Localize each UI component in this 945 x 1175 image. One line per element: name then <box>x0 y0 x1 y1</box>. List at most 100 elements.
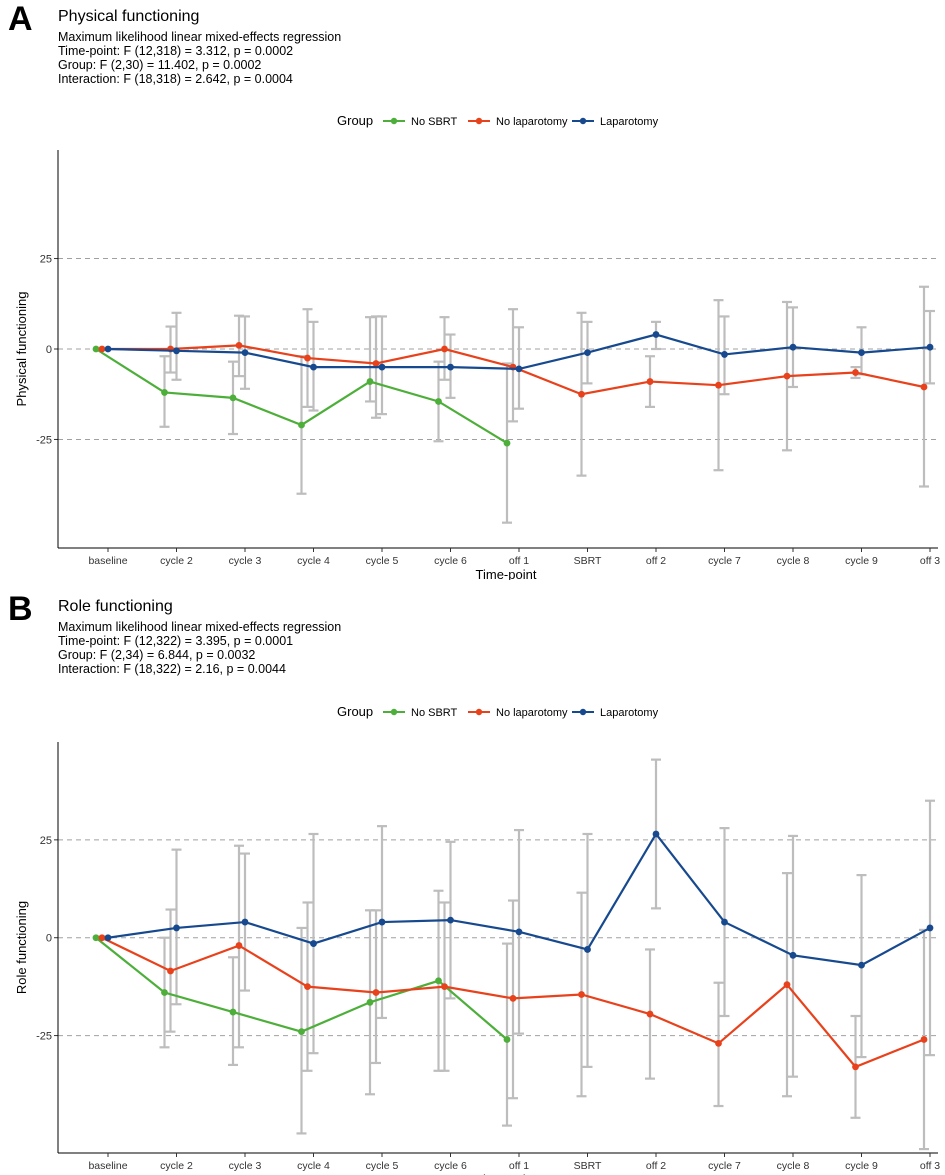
x-tick-label: off 1 <box>509 555 529 567</box>
data-point <box>503 439 511 447</box>
data-point <box>584 349 591 357</box>
chart-subtitle: Maximum likelihood linear mixed-effects … <box>58 30 341 86</box>
data-point <box>515 928 523 936</box>
data-point <box>783 372 791 380</box>
data-point <box>715 381 722 389</box>
x-tick-label: cycle 8 <box>777 555 810 567</box>
legend-label: No laparotomy <box>496 707 568 719</box>
x-tick-label: cycle 7 <box>708 555 741 567</box>
data-point <box>578 991 585 998</box>
data-point <box>852 369 859 376</box>
legend-label: Laparotomy <box>600 707 659 719</box>
legend-key-point <box>475 117 483 125</box>
y-tick-label: 0 <box>46 933 52 945</box>
legend-key-point <box>390 117 398 125</box>
x-tick-label: cycle 8 <box>777 1160 810 1172</box>
data-point <box>926 343 934 351</box>
x-tick-label: cycle 4 <box>297 1160 330 1172</box>
data-point <box>646 378 654 385</box>
data-point <box>646 1010 654 1018</box>
data-point <box>173 347 180 355</box>
error-bars-no-sbrt <box>159 889 512 1135</box>
subtitle-line: Interaction: F (18,322) = 2.16, p = 0.00… <box>58 662 286 676</box>
data-point <box>509 994 517 1002</box>
data-point <box>161 989 168 996</box>
legend-title: Group <box>337 704 373 719</box>
x-tick-label: cycle 9 <box>845 555 878 567</box>
error-bars-no-laparotomy <box>165 285 929 488</box>
series-laparotomy <box>104 830 934 969</box>
data-point <box>98 345 106 353</box>
x-tick-label: cycle 9 <box>845 1160 878 1172</box>
legend-label: No SBRT <box>411 707 458 719</box>
chart-subtitle: Maximum likelihood linear mixed-effects … <box>58 620 341 676</box>
x-tick-label: cycle 5 <box>366 1160 399 1172</box>
x-tick-label: cycle 7 <box>708 1160 741 1172</box>
data-point <box>229 394 237 402</box>
data-point <box>441 345 448 353</box>
data-point <box>715 1040 722 1047</box>
data-point <box>235 341 243 349</box>
data-point <box>92 345 100 353</box>
x-tick-label: cycle 3 <box>229 555 262 567</box>
subtitle-line: Group: F (2,30) = 11.402, p = 0.0002 <box>58 58 262 72</box>
legend-label: Laparotomy <box>600 116 659 128</box>
y-tick-label: -25 <box>36 1031 52 1043</box>
legend-key-point <box>390 708 398 716</box>
subtitle-line: Group: F (2,34) = 6.844, p = 0.0032 <box>58 648 256 662</box>
x-tick-label: off 3 <box>920 555 940 567</box>
data-point <box>98 934 106 942</box>
plot-b: Group No SBRT No laparotomy Laparotomy -25 0 2… <box>14 704 940 1175</box>
data-point <box>378 918 386 926</box>
x-tick-label: cycle 5 <box>366 555 399 567</box>
data-point <box>435 977 442 985</box>
data-point <box>852 1063 859 1071</box>
data-point <box>515 365 523 373</box>
x-tick-label: cycle 2 <box>160 1160 193 1172</box>
subtitle-line: Interaction: F (18,318) = 2.642, p = 0.0… <box>58 72 293 86</box>
legend-key-point <box>579 117 587 125</box>
data-point <box>503 1036 511 1043</box>
x-tick-label: SBRT <box>574 1160 602 1172</box>
data-point <box>858 349 865 357</box>
x-tick-label: SBRT <box>574 555 602 567</box>
data-point <box>441 983 448 991</box>
y-tick-label: -25 <box>36 434 52 446</box>
subtitle-line: Maximum likelihood linear mixed-effects … <box>58 620 342 634</box>
x-tick-label: off 2 <box>646 555 666 567</box>
x-tick-label: cycle 6 <box>434 555 467 567</box>
y-tick-label: 25 <box>40 835 52 847</box>
data-point <box>858 961 865 969</box>
data-point <box>229 1008 237 1016</box>
data-point <box>578 390 585 398</box>
data-point <box>241 349 249 357</box>
y-axis-label: Physical functioning <box>14 292 29 407</box>
data-point <box>783 981 791 989</box>
data-point <box>652 331 660 338</box>
data-point <box>435 398 442 405</box>
data-point <box>372 360 380 367</box>
series-no-sbrt <box>92 345 511 447</box>
y-tick-label: 25 <box>40 254 52 266</box>
subtitle-line: Time-point: F (12,322) = 3.395, p = 0.00… <box>58 634 294 648</box>
error-bars-no-sbrt <box>159 316 512 524</box>
data-point <box>310 363 317 371</box>
data-point <box>104 345 112 353</box>
x-tick-label: baseline <box>88 1160 127 1172</box>
error-bars-laparotomy <box>171 758 935 1078</box>
data-point <box>920 383 928 391</box>
chart-title: Role functioning <box>58 598 173 615</box>
x-tick-label: baseline <box>88 555 127 567</box>
x-tick-label: cycle 4 <box>297 555 330 567</box>
panel-b: B Role functioning Maximum likelihood li… <box>0 590 945 1175</box>
data-point <box>161 389 168 396</box>
legend: Group No SBRT No laparotomy Laparotomy <box>337 704 659 719</box>
data-point <box>652 830 660 838</box>
x-tick-label: off 1 <box>509 1160 529 1172</box>
data-point <box>447 916 454 924</box>
data-point <box>298 1028 305 1036</box>
y-tick-label: 0 <box>46 344 52 356</box>
subtitle-line: Time-point: F (12,318) = 3.312, p = 0.00… <box>58 44 294 58</box>
data-point <box>920 1036 928 1043</box>
series-laparotomy <box>104 331 934 373</box>
